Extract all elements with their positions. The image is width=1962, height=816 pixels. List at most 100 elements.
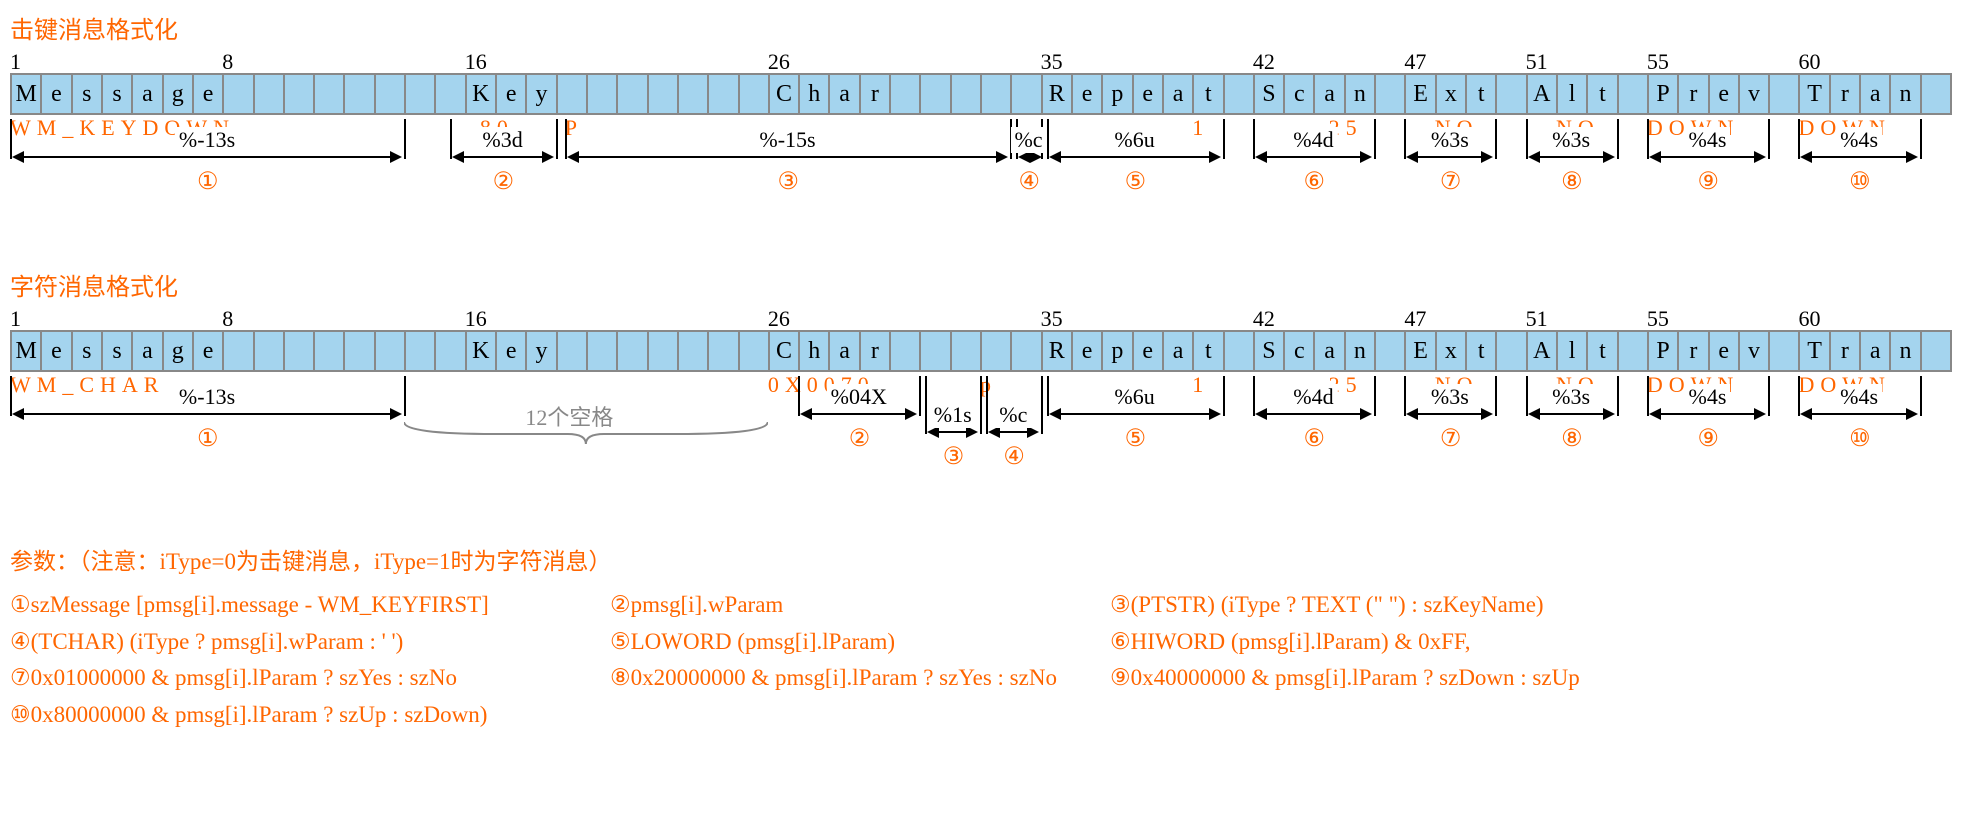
grid-cell: g — [164, 332, 194, 370]
grid-cell: r — [1831, 75, 1861, 113]
brace-icon — [404, 422, 768, 452]
cell-grid-1: Message........Key.......Char.....Repeat… — [10, 73, 1952, 115]
format-spec: %4s — [1685, 127, 1731, 153]
format-arrow: %4s — [1800, 151, 1917, 163]
params-section: 参数：（注意：iType=0为击键消息，iType=1时为字符消息） ①szMe… — [10, 544, 1952, 734]
grid-cell: a — [133, 75, 163, 113]
param-item: ①szMessage [pmsg[i].message - WM_KEYFIRS… — [10, 587, 610, 624]
param-index: ① — [197, 424, 219, 453]
format-spec: %3s — [1427, 384, 1473, 410]
ruler-mark: 8 — [222, 306, 233, 332]
grid-cell: p — [1103, 75, 1133, 113]
grid-cell: . — [709, 332, 739, 370]
ruler-mark: 8 — [222, 49, 233, 75]
param-index: ⑨ — [1698, 167, 1720, 196]
grid-cell: . — [1012, 332, 1042, 370]
grid-cell: p — [1103, 332, 1133, 370]
grid-cell: . — [891, 75, 921, 113]
ruler-mark: 35 — [1041, 306, 1063, 332]
param-item: ⑧0x20000000 & pmsg[i].lParam ? szYes : s… — [610, 660, 1110, 697]
grid-cell: n — [1346, 332, 1376, 370]
grid-cell: a — [133, 332, 163, 370]
dimension-bar — [1495, 376, 1497, 416]
dimension-bar — [1768, 119, 1770, 159]
grid-cell: v — [1740, 332, 1770, 370]
grid-cell: A — [1528, 75, 1558, 113]
format-arrow: %1s — [927, 426, 978, 438]
value-row-1: WM_KEYDOWN80P125NONODOWNDOWN — [10, 115, 1952, 141]
grid-cell: . — [436, 75, 466, 113]
grid-cell: R — [1043, 332, 1073, 370]
format-arrow: %4s — [1649, 151, 1766, 163]
grid-cell: y — [527, 75, 557, 113]
grid-cell: . — [285, 75, 315, 113]
grid-cell: a — [1315, 75, 1345, 113]
section1-title: 击键消息格式化 — [10, 10, 1952, 45]
grid-cell: . — [1225, 75, 1255, 113]
grid-cell: . — [649, 75, 679, 113]
grid-cell: . — [891, 332, 921, 370]
grid-cell: c — [1285, 75, 1315, 113]
grid-cell: M — [12, 75, 42, 113]
grid-cell: r — [861, 75, 891, 113]
format-value: p — [980, 372, 997, 398]
format-arrow: %04X — [800, 408, 917, 420]
param-index: ③ — [778, 167, 800, 196]
dimension-bar — [980, 376, 982, 434]
dimension-bar — [1223, 119, 1225, 159]
param-index: ⑧ — [1561, 167, 1583, 196]
grid-cell: . — [285, 332, 315, 370]
grid-cell: . — [740, 332, 770, 370]
grid-cell: P — [1649, 75, 1679, 113]
grid-cell: M — [12, 332, 42, 370]
format-spec: %04X — [827, 384, 891, 410]
ruler-mark: 16 — [465, 49, 487, 75]
keystroke-format-section: 击键消息格式化 181626354247515560 Message......… — [10, 10, 1952, 207]
grid-cell: l — [1558, 332, 1588, 370]
ruler-2: 181626354247515560 — [10, 306, 1952, 330]
ruler-mark: 47 — [1404, 49, 1426, 75]
params-row: ⑩0x80000000 & pmsg[i].lParam ? szUp : sz… — [10, 697, 1952, 734]
grid-cell: x — [1437, 332, 1467, 370]
grid-cell: a — [1164, 332, 1194, 370]
format-arrow: %6u — [1049, 408, 1221, 420]
grid-cell: . — [1376, 75, 1406, 113]
param-index: ⑧ — [1561, 424, 1583, 453]
grid-cell: a — [830, 332, 860, 370]
cell-grid-2: Message........Key.......Char.....Repeat… — [10, 330, 1952, 372]
param-item: ③(PTSTR) (iType ? TEXT (" ") : szKeyName… — [1110, 587, 1710, 624]
param-index: ⑥ — [1303, 424, 1325, 453]
format-arrow: %-13s — [12, 151, 402, 163]
grid-cell: R — [1043, 75, 1073, 113]
grid-cell: . — [618, 332, 648, 370]
format-spec: %1s — [930, 402, 976, 428]
grid-cell: s — [103, 75, 133, 113]
grid-cell: e — [194, 75, 224, 113]
grid-cell: . — [679, 75, 709, 113]
ruler-1: 181626354247515560 — [10, 49, 1952, 73]
grid-cell: t — [1194, 75, 1224, 113]
ruler-mark: 51 — [1526, 49, 1548, 75]
dimension-bar — [1374, 376, 1376, 416]
grid-cell: . — [618, 75, 648, 113]
ruler-mark: 55 — [1647, 49, 1669, 75]
grid-cell: g — [164, 75, 194, 113]
dimension-bar — [556, 119, 558, 159]
format-spec: %-15s — [755, 127, 819, 153]
arrow-row-2: 12个空格 %-13s①%04X②%1s③%c④%6u⑤%4d⑥%3s⑦%3s⑧… — [10, 404, 1952, 484]
grid-cell: . — [982, 332, 1012, 370]
ruler-mark: 26 — [768, 49, 790, 75]
format-arrow: %-13s — [12, 408, 402, 420]
grid-cell: S — [1255, 332, 1285, 370]
grid-cell: v — [1740, 75, 1770, 113]
format-arrow: %4s — [1649, 408, 1766, 420]
params-title: 参数：（注意：iType=0为击键消息，iType=1时为字符消息） — [10, 544, 1952, 581]
section2-title: 字符消息格式化 — [10, 267, 1952, 302]
ruler-mark: 42 — [1253, 49, 1275, 75]
format-arrow: %-15s — [567, 151, 1009, 163]
grid-cell: . — [649, 332, 679, 370]
grid-cell: r — [1679, 75, 1709, 113]
grid-cell: . — [255, 332, 285, 370]
format-spec: %c — [1010, 127, 1046, 153]
format-spec: %4s — [1836, 384, 1882, 410]
